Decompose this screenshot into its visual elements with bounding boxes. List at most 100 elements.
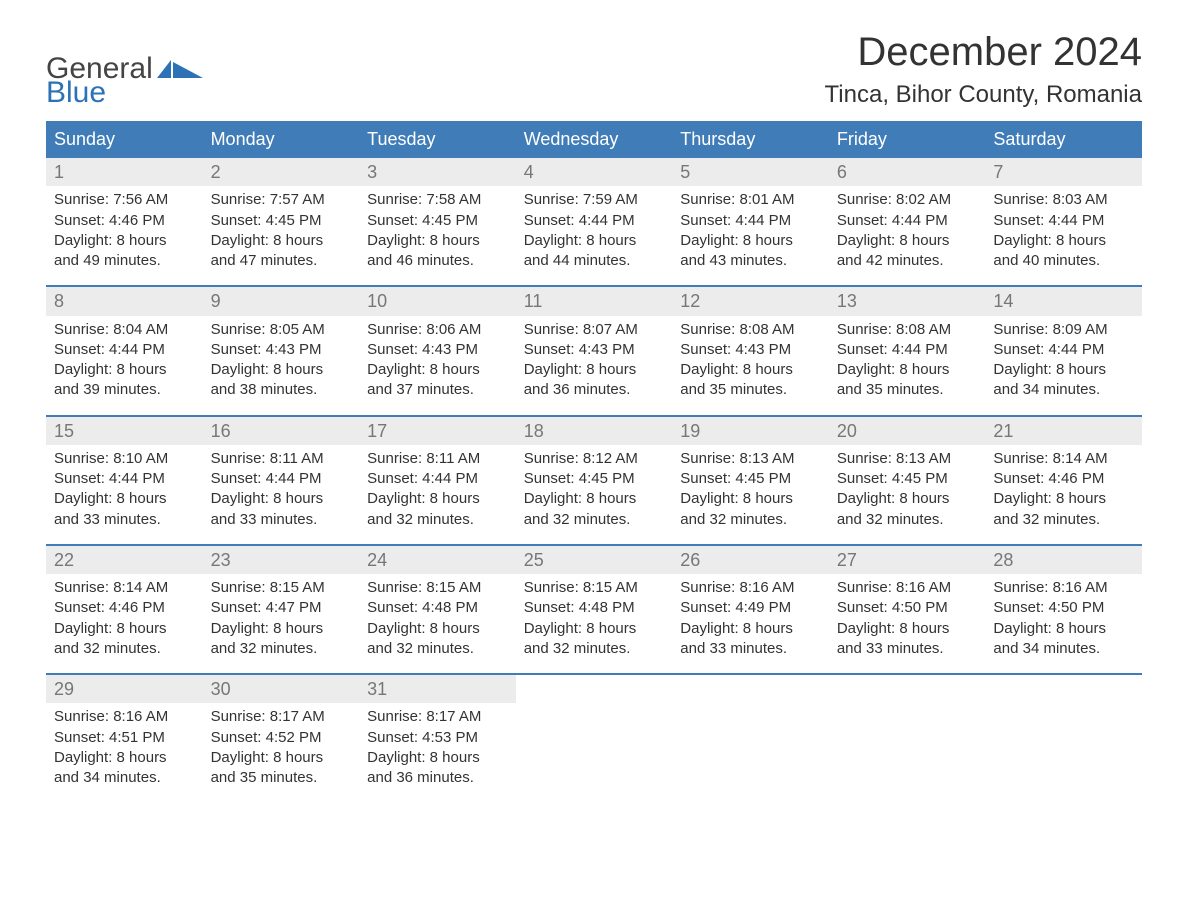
- day-number: 5: [672, 158, 829, 186]
- calendar-day: 10Sunrise: 8:06 AMSunset: 4:43 PMDayligh…: [359, 287, 516, 414]
- dow-wednesday: Wednesday: [516, 121, 673, 158]
- day-number: 21: [985, 417, 1142, 445]
- sunrise-line: Sunrise: 8:05 AM: [211, 320, 352, 340]
- sunset-line: Sunset: 4:45 PM: [837, 469, 978, 489]
- header: General Blue December 2024 Tinca, Bihor …: [46, 30, 1142, 121]
- sunset-line: Sunset: 4:45 PM: [524, 469, 665, 489]
- day-number: 11: [516, 287, 673, 315]
- calendar-day: 13Sunrise: 8:08 AMSunset: 4:44 PMDayligh…: [829, 287, 986, 414]
- daylight-line-1: Daylight: 8 hours: [993, 231, 1134, 251]
- sunrise-line: Sunrise: 8:14 AM: [993, 449, 1134, 469]
- calendar-day: 1Sunrise: 7:56 AMSunset: 4:46 PMDaylight…: [46, 158, 203, 285]
- sunrise-line: Sunrise: 7:56 AM: [54, 190, 195, 210]
- day-number: 30: [203, 675, 360, 703]
- daylight-line-2: and 34 minutes.: [54, 768, 195, 788]
- day-number: 15: [46, 417, 203, 445]
- daylight-line-2: and 38 minutes.: [211, 380, 352, 400]
- month-title: December 2024: [825, 30, 1142, 75]
- day-number: 22: [46, 546, 203, 574]
- sunrise-line: Sunrise: 8:01 AM: [680, 190, 821, 210]
- calendar-day: 15Sunrise: 8:10 AMSunset: 4:44 PMDayligh…: [46, 417, 203, 544]
- sunset-line: Sunset: 4:50 PM: [837, 598, 978, 618]
- sunset-line: Sunset: 4:49 PM: [680, 598, 821, 618]
- day-number: 1: [46, 158, 203, 186]
- daylight-line-1: Daylight: 8 hours: [211, 489, 352, 509]
- sunset-line: Sunset: 4:44 PM: [837, 211, 978, 231]
- daylight-line-2: and 44 minutes.: [524, 251, 665, 271]
- sunrise-line: Sunrise: 8:16 AM: [837, 578, 978, 598]
- title-block: December 2024 Tinca, Bihor County, Roman…: [825, 30, 1142, 121]
- calendar-day: 9Sunrise: 8:05 AMSunset: 4:43 PMDaylight…: [203, 287, 360, 414]
- sunset-line: Sunset: 4:47 PM: [211, 598, 352, 618]
- daylight-line-1: Daylight: 8 hours: [680, 231, 821, 251]
- calendar-day: 8Sunrise: 8:04 AMSunset: 4:44 PMDaylight…: [46, 287, 203, 414]
- dow-saturday: Saturday: [985, 121, 1142, 158]
- sunset-line: Sunset: 4:50 PM: [993, 598, 1134, 618]
- sunrise-line: Sunrise: 8:14 AM: [54, 578, 195, 598]
- sunset-line: Sunset: 4:52 PM: [211, 728, 352, 748]
- day-number: 12: [672, 287, 829, 315]
- daylight-line-2: and 34 minutes.: [993, 639, 1134, 659]
- day-number: 20: [829, 417, 986, 445]
- weeks-container: 1Sunrise: 7:56 AMSunset: 4:46 PMDaylight…: [46, 158, 1142, 802]
- daylight-line-2: and 39 minutes.: [54, 380, 195, 400]
- day-number: 24: [359, 546, 516, 574]
- sunrise-line: Sunrise: 8:11 AM: [367, 449, 508, 469]
- day-number: 26: [672, 546, 829, 574]
- daylight-line-2: and 33 minutes.: [54, 510, 195, 530]
- calendar-day: 4Sunrise: 7:59 AMSunset: 4:44 PMDaylight…: [516, 158, 673, 285]
- daylight-line-1: Daylight: 8 hours: [54, 619, 195, 639]
- sunset-line: Sunset: 4:43 PM: [211, 340, 352, 360]
- daylight-line-1: Daylight: 8 hours: [367, 360, 508, 380]
- daylight-line-2: and 32 minutes.: [367, 639, 508, 659]
- sunrise-line: Sunrise: 8:02 AM: [837, 190, 978, 210]
- calendar-day: 20Sunrise: 8:13 AMSunset: 4:45 PMDayligh…: [829, 417, 986, 544]
- daylight-line-1: Daylight: 8 hours: [367, 231, 508, 251]
- sunset-line: Sunset: 4:44 PM: [837, 340, 978, 360]
- calendar-day: 27Sunrise: 8:16 AMSunset: 4:50 PMDayligh…: [829, 546, 986, 673]
- day-number: 13: [829, 287, 986, 315]
- sunrise-line: Sunrise: 8:16 AM: [993, 578, 1134, 598]
- daylight-line-2: and 35 minutes.: [680, 380, 821, 400]
- daylight-line-1: Daylight: 8 hours: [54, 231, 195, 251]
- sunrise-line: Sunrise: 8:06 AM: [367, 320, 508, 340]
- sunset-line: Sunset: 4:44 PM: [993, 340, 1134, 360]
- sunset-line: Sunset: 4:44 PM: [680, 211, 821, 231]
- daylight-line-2: and 40 minutes.: [993, 251, 1134, 271]
- calendar-day: 3Sunrise: 7:58 AMSunset: 4:45 PMDaylight…: [359, 158, 516, 285]
- sunset-line: Sunset: 4:44 PM: [367, 469, 508, 489]
- calendar-day: 26Sunrise: 8:16 AMSunset: 4:49 PMDayligh…: [672, 546, 829, 673]
- sunset-line: Sunset: 4:45 PM: [211, 211, 352, 231]
- day-number: 6: [829, 158, 986, 186]
- daylight-line-2: and 35 minutes.: [837, 380, 978, 400]
- calendar-day: 25Sunrise: 8:15 AMSunset: 4:48 PMDayligh…: [516, 546, 673, 673]
- day-number: 17: [359, 417, 516, 445]
- day-number: 25: [516, 546, 673, 574]
- calendar-day: 2Sunrise: 7:57 AMSunset: 4:45 PMDaylight…: [203, 158, 360, 285]
- sunrise-line: Sunrise: 8:12 AM: [524, 449, 665, 469]
- day-number: 31: [359, 675, 516, 703]
- daylight-line-1: Daylight: 8 hours: [211, 619, 352, 639]
- sunset-line: Sunset: 4:48 PM: [367, 598, 508, 618]
- daylight-line-2: and 33 minutes.: [680, 639, 821, 659]
- daylight-line-2: and 36 minutes.: [367, 768, 508, 788]
- sunset-line: Sunset: 4:53 PM: [367, 728, 508, 748]
- calendar-day: 7Sunrise: 8:03 AMSunset: 4:44 PMDaylight…: [985, 158, 1142, 285]
- sunrise-line: Sunrise: 7:59 AM: [524, 190, 665, 210]
- daylight-line-2: and 32 minutes.: [524, 639, 665, 659]
- sunrise-line: Sunrise: 8:11 AM: [211, 449, 352, 469]
- sunrise-line: Sunrise: 8:03 AM: [993, 190, 1134, 210]
- day-number: 28: [985, 546, 1142, 574]
- daylight-line-2: and 32 minutes.: [837, 510, 978, 530]
- day-number: 29: [46, 675, 203, 703]
- day-number: 16: [203, 417, 360, 445]
- sunrise-line: Sunrise: 7:57 AM: [211, 190, 352, 210]
- calendar-day: 24Sunrise: 8:15 AMSunset: 4:48 PMDayligh…: [359, 546, 516, 673]
- sunset-line: Sunset: 4:44 PM: [54, 469, 195, 489]
- sunset-line: Sunset: 4:48 PM: [524, 598, 665, 618]
- calendar-day: 5 Sunrise: 8:01 AMSunset: 4:44 PMDaylight…: [672, 158, 829, 285]
- daylight-line-2: and 32 minutes.: [993, 510, 1134, 530]
- sunrise-line: Sunrise: 8:09 AM: [993, 320, 1134, 340]
- daylight-line-2: and 47 minutes.: [211, 251, 352, 271]
- daylight-line-1: Daylight: 8 hours: [524, 231, 665, 251]
